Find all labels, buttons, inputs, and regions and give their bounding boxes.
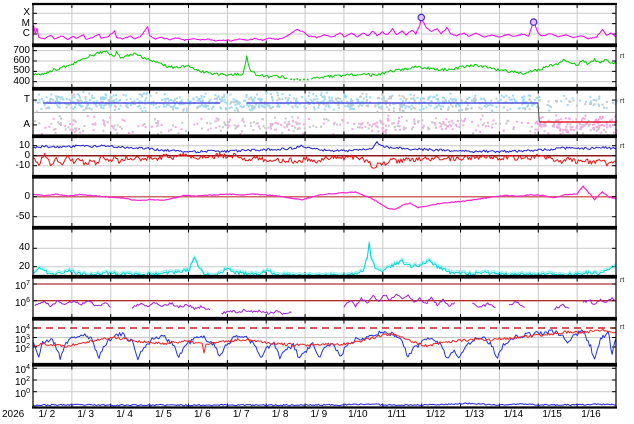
x-tick-label: 1/ 9 <box>310 409 328 420</box>
y-tick-label: 106 <box>14 296 30 309</box>
y-tick-label: T <box>23 94 30 106</box>
series-imf-bt <box>32 141 617 154</box>
x-tick-label: 1/11 <box>387 409 407 420</box>
y-tick-label: 600 <box>13 55 30 66</box>
y-tick-label: 10 <box>18 139 30 151</box>
series-imf-bz <box>32 152 617 169</box>
flare-marker <box>417 13 426 22</box>
panel-solar-wind-speed <box>32 44 617 90</box>
y-tick-label: A <box>23 118 30 130</box>
series-wind-speed <box>32 50 617 80</box>
series-wind-speed-gap-dots <box>290 78 309 81</box>
series-proton-flux <box>32 402 617 407</box>
y-tick-label: X <box>23 7 30 19</box>
x-tick-label: 1/ 7 <box>232 409 250 420</box>
y-tick-label: C <box>22 28 30 39</box>
y-tick-label: 500 <box>13 65 30 77</box>
realtime-flag-label: rt <box>620 53 625 60</box>
y-tick-label: 102 <box>14 376 30 388</box>
series-dst-index <box>32 185 617 210</box>
y-tick-label: 700 <box>13 44 30 56</box>
panel-imf-bz <box>32 135 617 178</box>
scatter-toward-points <box>34 91 619 113</box>
y-tick-label: 107 <box>14 280 30 292</box>
y-tick-label: 102 <box>14 343 30 355</box>
y-tick-label: M <box>21 17 30 29</box>
y-tick-label: 20 <box>18 260 30 272</box>
y-tick-label: -10 <box>15 159 30 171</box>
panel-imf-sector <box>32 88 619 137</box>
panel-electron-flux <box>32 276 617 320</box>
y-tick-label: 104 <box>14 364 30 377</box>
scatter-uncertain-points-bottom <box>34 115 617 136</box>
x-tick-label: 1/ 8 <box>271 409 289 420</box>
x-tick-label: 1/12 <box>425 409 446 420</box>
y-tick-label: 400 <box>13 75 30 87</box>
x-tick-label: 1/15 <box>542 409 562 420</box>
series-density <box>32 240 617 274</box>
panel-density <box>32 227 617 278</box>
series-flux-low-energy <box>32 329 617 361</box>
x-tick-label: 1/ 5 <box>155 409 172 420</box>
x-tick-label: 1/10 <box>348 409 368 420</box>
x-tick-label: 1/14 <box>503 409 524 420</box>
series-sector-transition <box>537 102 540 123</box>
series-flux-high-energy <box>32 328 617 354</box>
y-tick-label: 40 <box>18 242 30 254</box>
x-tick-label: 1/ 4 <box>116 409 133 420</box>
realtime-flag-label: rt <box>620 98 625 105</box>
y-tick-label: 0 <box>24 190 30 202</box>
panel-dst <box>32 176 617 229</box>
panel-xray <box>32 2 617 46</box>
x-tick-label: 1/13 <box>464 409 485 420</box>
realtime-flag-label: rt <box>620 143 625 150</box>
flare-marker <box>529 18 538 26</box>
y-tick-label: 103 <box>14 333 30 346</box>
y-tick-label: 100 <box>14 387 30 400</box>
panel-particle-flux <box>32 318 617 366</box>
x-tick-label: 1/ 6 <box>193 409 211 420</box>
series-density <box>32 242 617 276</box>
y-tick-label: -50 <box>15 210 30 222</box>
year-label: 2026 <box>2 409 25 420</box>
x-tick-label: 1/ 2 <box>38 409 56 420</box>
y-tick-label: 0 <box>24 149 30 161</box>
series-electron-flux <box>34 293 617 315</box>
realtime-flag-label: rt <box>620 277 625 284</box>
x-tick-label: 1/16 <box>581 409 601 420</box>
x-tick-label: 1/ 3 <box>77 409 95 420</box>
realtime-flag-label: rt <box>620 324 625 331</box>
panel-proton-flux <box>32 364 617 409</box>
series-xray-flux <box>32 17 617 42</box>
y-tick-label: 104 <box>14 324 30 336</box>
